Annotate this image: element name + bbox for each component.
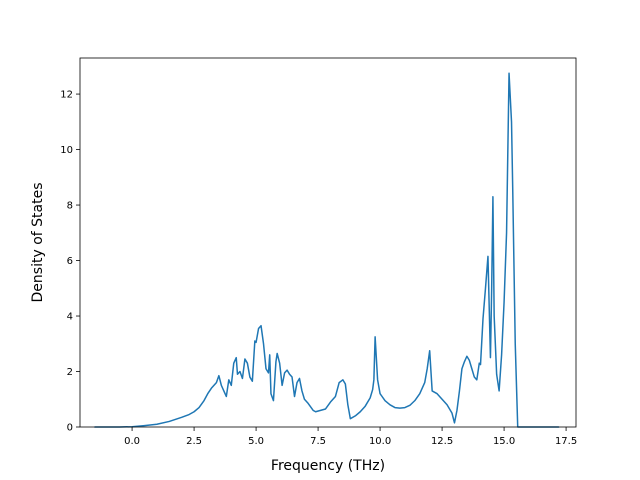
y-tick-label: 2 — [67, 367, 73, 378]
x-tick-label: 7.5 — [310, 436, 326, 447]
y-tick-label: 6 — [67, 256, 73, 267]
y-axis: 0 2 4 6 8 10 12 — [60, 90, 80, 434]
y-tick-label: 10 — [60, 145, 73, 156]
x-axis: 0.0 2.5 5.0 7.5 10.0 12.5 15.0 17.5 — [124, 427, 577, 447]
x-tick-label: 17.5 — [555, 436, 577, 447]
x-tick-label: 12.5 — [431, 436, 453, 447]
x-tick-label: 10.0 — [369, 436, 391, 447]
x-axis-label: Frequency (THz) — [271, 458, 385, 474]
y-axis-label: Density of States — [30, 183, 46, 303]
series-line-dos — [94, 72, 560, 428]
axes-frame — [79, 57, 577, 428]
x-tick-label: 15.0 — [493, 436, 515, 447]
y-tick-label: 4 — [67, 312, 73, 323]
x-tick-label: 0.0 — [124, 436, 140, 447]
y-tick-label: 8 — [67, 201, 73, 212]
plot-area — [79, 57, 577, 428]
y-tick-label: 12 — [60, 90, 73, 101]
x-tick-label: 2.5 — [186, 436, 202, 447]
y-tick-label: 0 — [67, 423, 73, 434]
x-tick-label: 5.0 — [248, 436, 264, 447]
